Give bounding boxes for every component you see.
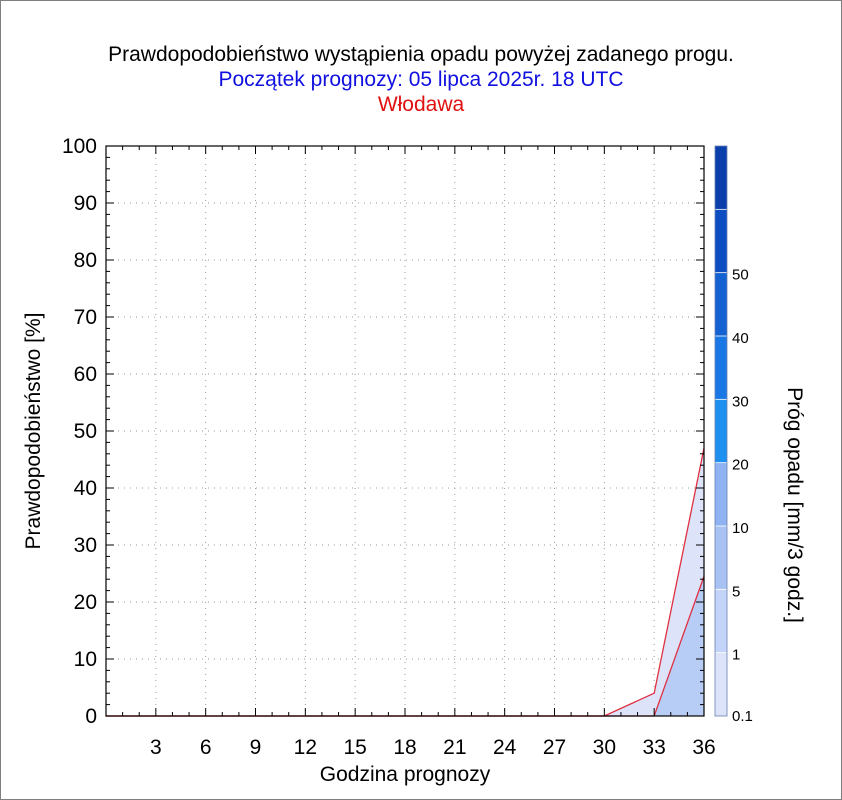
x-tick-label: 21 xyxy=(443,736,466,759)
colorbar-level-label: 10 xyxy=(732,520,749,537)
y-tick-label: 80 xyxy=(74,249,97,272)
plot-area xyxy=(106,146,704,716)
x-tick-label: 24 xyxy=(493,736,517,759)
chart-title: Prawdopodobieństwo wystąpienia opadu pow… xyxy=(108,43,734,66)
colorbar-segment xyxy=(715,146,727,210)
colorbar-level-label: 0.1 xyxy=(732,708,753,725)
colorbar-border xyxy=(714,145,728,717)
colorbar-segment xyxy=(715,336,727,400)
colorbar-level-label: 40 xyxy=(732,330,749,347)
y-tick-label: 100 xyxy=(62,135,97,158)
x-tick-label: 27 xyxy=(543,736,566,759)
colorbar-segment xyxy=(715,526,727,590)
colorbar-level-label: 5 xyxy=(732,583,740,600)
y-tick-label: 60 xyxy=(74,363,97,386)
colorbar-level-label: 1 xyxy=(732,647,740,664)
colorbar-segment xyxy=(715,652,727,716)
y-tick-label: 30 xyxy=(74,534,97,557)
x-tick-label: 9 xyxy=(250,736,262,759)
plot-border xyxy=(105,145,705,717)
y-tick-label: 70 xyxy=(74,306,97,329)
colorbar-segment xyxy=(715,589,727,653)
colorbar-level-label: 30 xyxy=(732,393,749,410)
x-tick-label: 6 xyxy=(200,736,212,759)
x-tick-label: 15 xyxy=(343,736,366,759)
colorbar-segment xyxy=(715,272,727,336)
y-tick-label: 40 xyxy=(74,477,97,500)
y-tick-label: 50 xyxy=(74,420,97,443)
x-tick-label: 18 xyxy=(393,736,416,759)
y-axis-label: Prawdopodobieństwo [%] xyxy=(22,313,45,550)
y-tick-label: 90 xyxy=(74,192,97,215)
colorbar-segment xyxy=(715,399,727,463)
colorbar-segment xyxy=(715,462,727,526)
station-name: Włodawa xyxy=(377,93,465,116)
y-tick-label: 10 xyxy=(74,648,97,671)
y-tick-label: 0 xyxy=(85,705,97,728)
x-tick-label: 3 xyxy=(150,736,162,759)
y-tick-label: 20 xyxy=(74,591,97,614)
x-tick-label: 12 xyxy=(294,736,317,759)
colorbar-level-label: 20 xyxy=(732,457,749,474)
colorbar-label: Próg opadu [mm/3 godz.] xyxy=(783,387,806,623)
colorbar-level-label: 50 xyxy=(732,267,749,284)
x-axis-label: Godzina prognozy xyxy=(320,763,491,786)
forecast-start-subtitle: Początek prognozy: 05 lipca 2025r. 18 UT… xyxy=(218,68,624,91)
x-tick-label: 30 xyxy=(593,736,616,759)
colorbar-segment xyxy=(715,209,727,273)
x-tick-label: 36 xyxy=(692,736,715,759)
x-tick-label: 33 xyxy=(642,736,665,759)
